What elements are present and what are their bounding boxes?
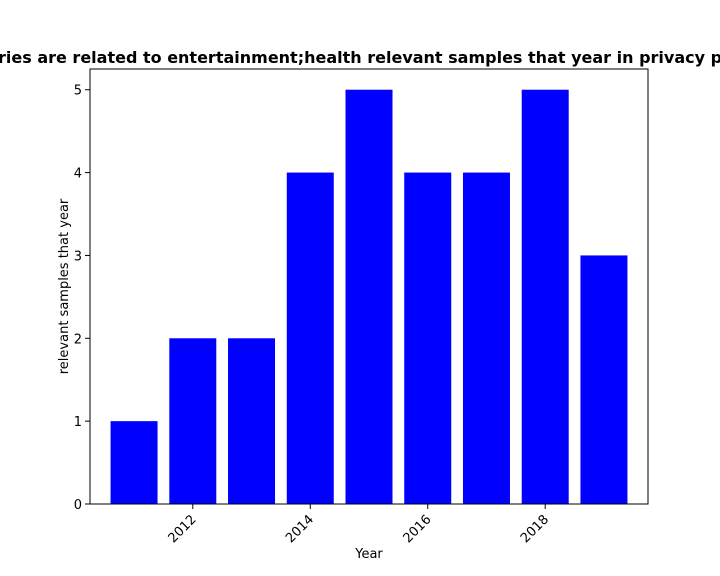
x-axis-label: Year [354, 547, 383, 562]
y-tick-label: 3 [74, 249, 82, 264]
y-tick-label: 1 [74, 415, 82, 430]
y-tick-label: 4 [74, 167, 82, 182]
bar-2015 [345, 89, 393, 504]
x-tick-label: 2012 [166, 512, 200, 546]
plot-frame [89, 68, 649, 505]
chart-title: ries are related to entertainment;health… [0, 48, 720, 67]
bar-2016 [404, 172, 452, 505]
bar-2012 [169, 338, 217, 504]
x-tick-label: 2016 [401, 512, 435, 546]
y-axis-label: relevant samples that year [57, 198, 72, 374]
y-tick-label: 2 [74, 332, 82, 347]
x-axis: 2012 2014 2016 2018 [166, 504, 552, 546]
bar-2013 [228, 338, 276, 504]
bar-2018 [521, 89, 569, 504]
x-tick-label: 2014 [283, 512, 317, 546]
bar-2017 [462, 172, 510, 505]
bar-2014 [286, 172, 334, 505]
y-tick-label: 0 [74, 498, 82, 513]
bars-group [110, 89, 628, 505]
bar-2011 [110, 421, 158, 504]
y-axis: 0 1 2 3 4 5 [74, 84, 90, 513]
y-tick-label: 5 [74, 84, 82, 99]
x-tick-label: 2018 [518, 512, 552, 546]
bar-2019 [580, 255, 628, 504]
